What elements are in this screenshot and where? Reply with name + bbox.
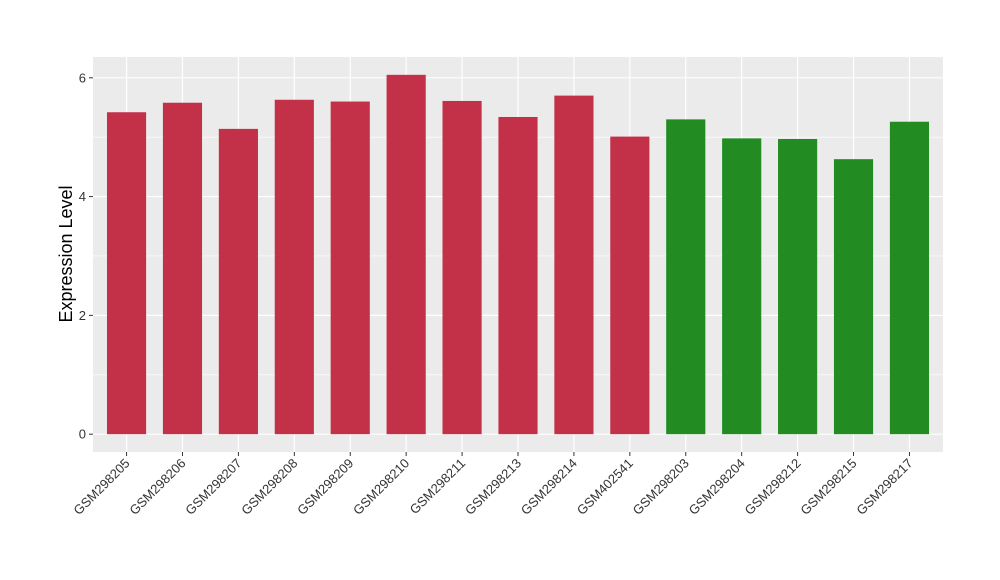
x-tick-label: GSM298208 <box>238 456 300 518</box>
x-tick-label: GSM298207 <box>182 456 244 518</box>
bar-GSM298203 <box>666 119 706 435</box>
x-tick-label: GSM298213 <box>462 456 524 518</box>
bar-GSM298210 <box>386 74 426 435</box>
x-tick-label: GSM298204 <box>686 456 748 518</box>
y-tick-label: 4 <box>79 189 86 204</box>
bar-GSM298206 <box>162 102 203 435</box>
x-tick-label: GSM298217 <box>853 456 915 518</box>
x-tick-label: GSM402541 <box>574 456 636 518</box>
bar-GSM298212 <box>778 138 818 435</box>
y-tick-label: 2 <box>79 308 86 323</box>
x-tick-label: GSM298210 <box>350 456 412 518</box>
bar-GSM298208 <box>274 99 314 435</box>
x-axis: GSM298205GSM298206GSM298207GSM298208GSM2… <box>70 452 916 518</box>
bar-GSM298207 <box>218 128 258 435</box>
bar-GSM298213 <box>498 116 538 435</box>
x-tick-label: GSM298211 <box>407 456 469 518</box>
x-tick-label: GSM298205 <box>70 456 132 518</box>
bar-GSM298214 <box>554 95 594 435</box>
bar-GSM298211 <box>442 100 482 435</box>
y-axis-title: Expression Level <box>56 185 76 322</box>
bar-GSM298204 <box>722 138 762 435</box>
bar-GSM298209 <box>330 101 370 435</box>
x-tick-label: GSM298215 <box>797 456 859 518</box>
y-tick-label: 0 <box>79 427 86 442</box>
bar-GSM298215 <box>833 159 874 435</box>
x-tick-label: GSM298209 <box>294 456 356 518</box>
x-tick-label: GSM298212 <box>742 456 804 518</box>
x-tick-label: GSM298203 <box>630 456 692 518</box>
bar-GSM298205 <box>106 112 147 435</box>
x-tick-label: GSM298206 <box>126 456 188 518</box>
bar-series <box>106 74 930 435</box>
bar-GSM298217 <box>889 121 930 435</box>
y-axis: 0 2 4 6 <box>79 70 93 442</box>
bar-GSM402541 <box>610 136 650 435</box>
x-tick-label: GSM298214 <box>518 456 580 518</box>
y-tick-label: 6 <box>79 70 86 85</box>
